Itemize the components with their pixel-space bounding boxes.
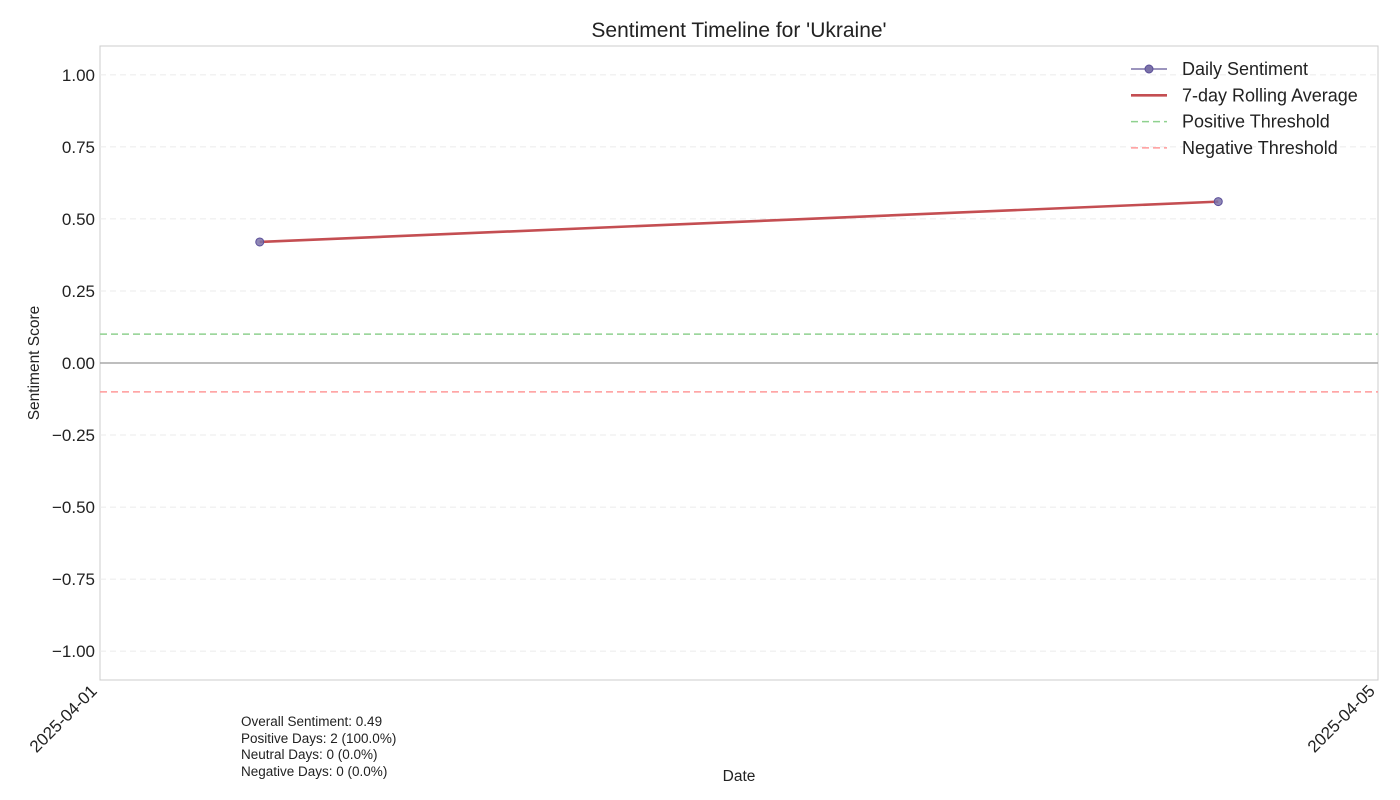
- neutral-days-text: Neutral Days: 0 (0.0%): [241, 747, 378, 762]
- y-tick-label: 0.50: [62, 210, 95, 229]
- y-tick-label: −0.25: [52, 426, 95, 445]
- reference-lines: [100, 333, 1378, 393]
- x-axis-label: Date: [723, 768, 756, 785]
- legend-label: Daily Sentiment: [1182, 59, 1308, 79]
- legend-label: Positive Threshold: [1182, 112, 1330, 132]
- x-tick-label: 2025-04-01: [26, 681, 101, 756]
- positive-days-text: Positive Days: 2 (100.0%): [241, 730, 397, 746]
- y-tick-labels: 1.00 0.75 0.50 0.25 0.00 −0.25 −0.50 −0.75 −1.00: [52, 66, 95, 661]
- chart-title: Sentiment Timeline for 'Ukraine': [591, 19, 886, 42]
- legend-label: 7-day Rolling Average: [1182, 85, 1358, 105]
- y-tick-label: 0.00: [62, 354, 95, 373]
- y-tick-label: 1.00: [62, 66, 95, 85]
- y-tick-label: −1.00: [52, 642, 95, 661]
- y-tick-label: 0.25: [62, 282, 95, 301]
- y-tick-label: −0.50: [52, 498, 95, 517]
- negative-days-text: Negative Days: 0 (0.0%): [241, 763, 388, 779]
- daily-sentiment-point: [255, 237, 265, 247]
- y-axis-label: Sentiment Score: [26, 306, 43, 421]
- legend: Daily Sentiment 7-day Rolling Average Posi…: [1131, 59, 1358, 158]
- rolling-average-line: [259, 200, 1219, 244]
- y-tick-label: 0.75: [62, 138, 95, 157]
- stats-summary: Overall Sentiment: 0.49 Positive Days: 2…: [241, 714, 396, 780]
- y-tick-label: −0.75: [52, 570, 95, 589]
- daily-sentiment-point: [1213, 197, 1223, 207]
- x-tick-label: 2025-04-05: [1304, 681, 1379, 756]
- series-layer: [255, 197, 1223, 247]
- legend-marker: [1144, 64, 1154, 74]
- grid-lines: [100, 74, 1378, 652]
- legend-label: Negative Threshold: [1182, 138, 1338, 158]
- x-tick-labels: 2025-04-01 2025-04-05: [26, 681, 1379, 756]
- overall-sentiment-text: Overall Sentiment: 0.49: [241, 714, 383, 729]
